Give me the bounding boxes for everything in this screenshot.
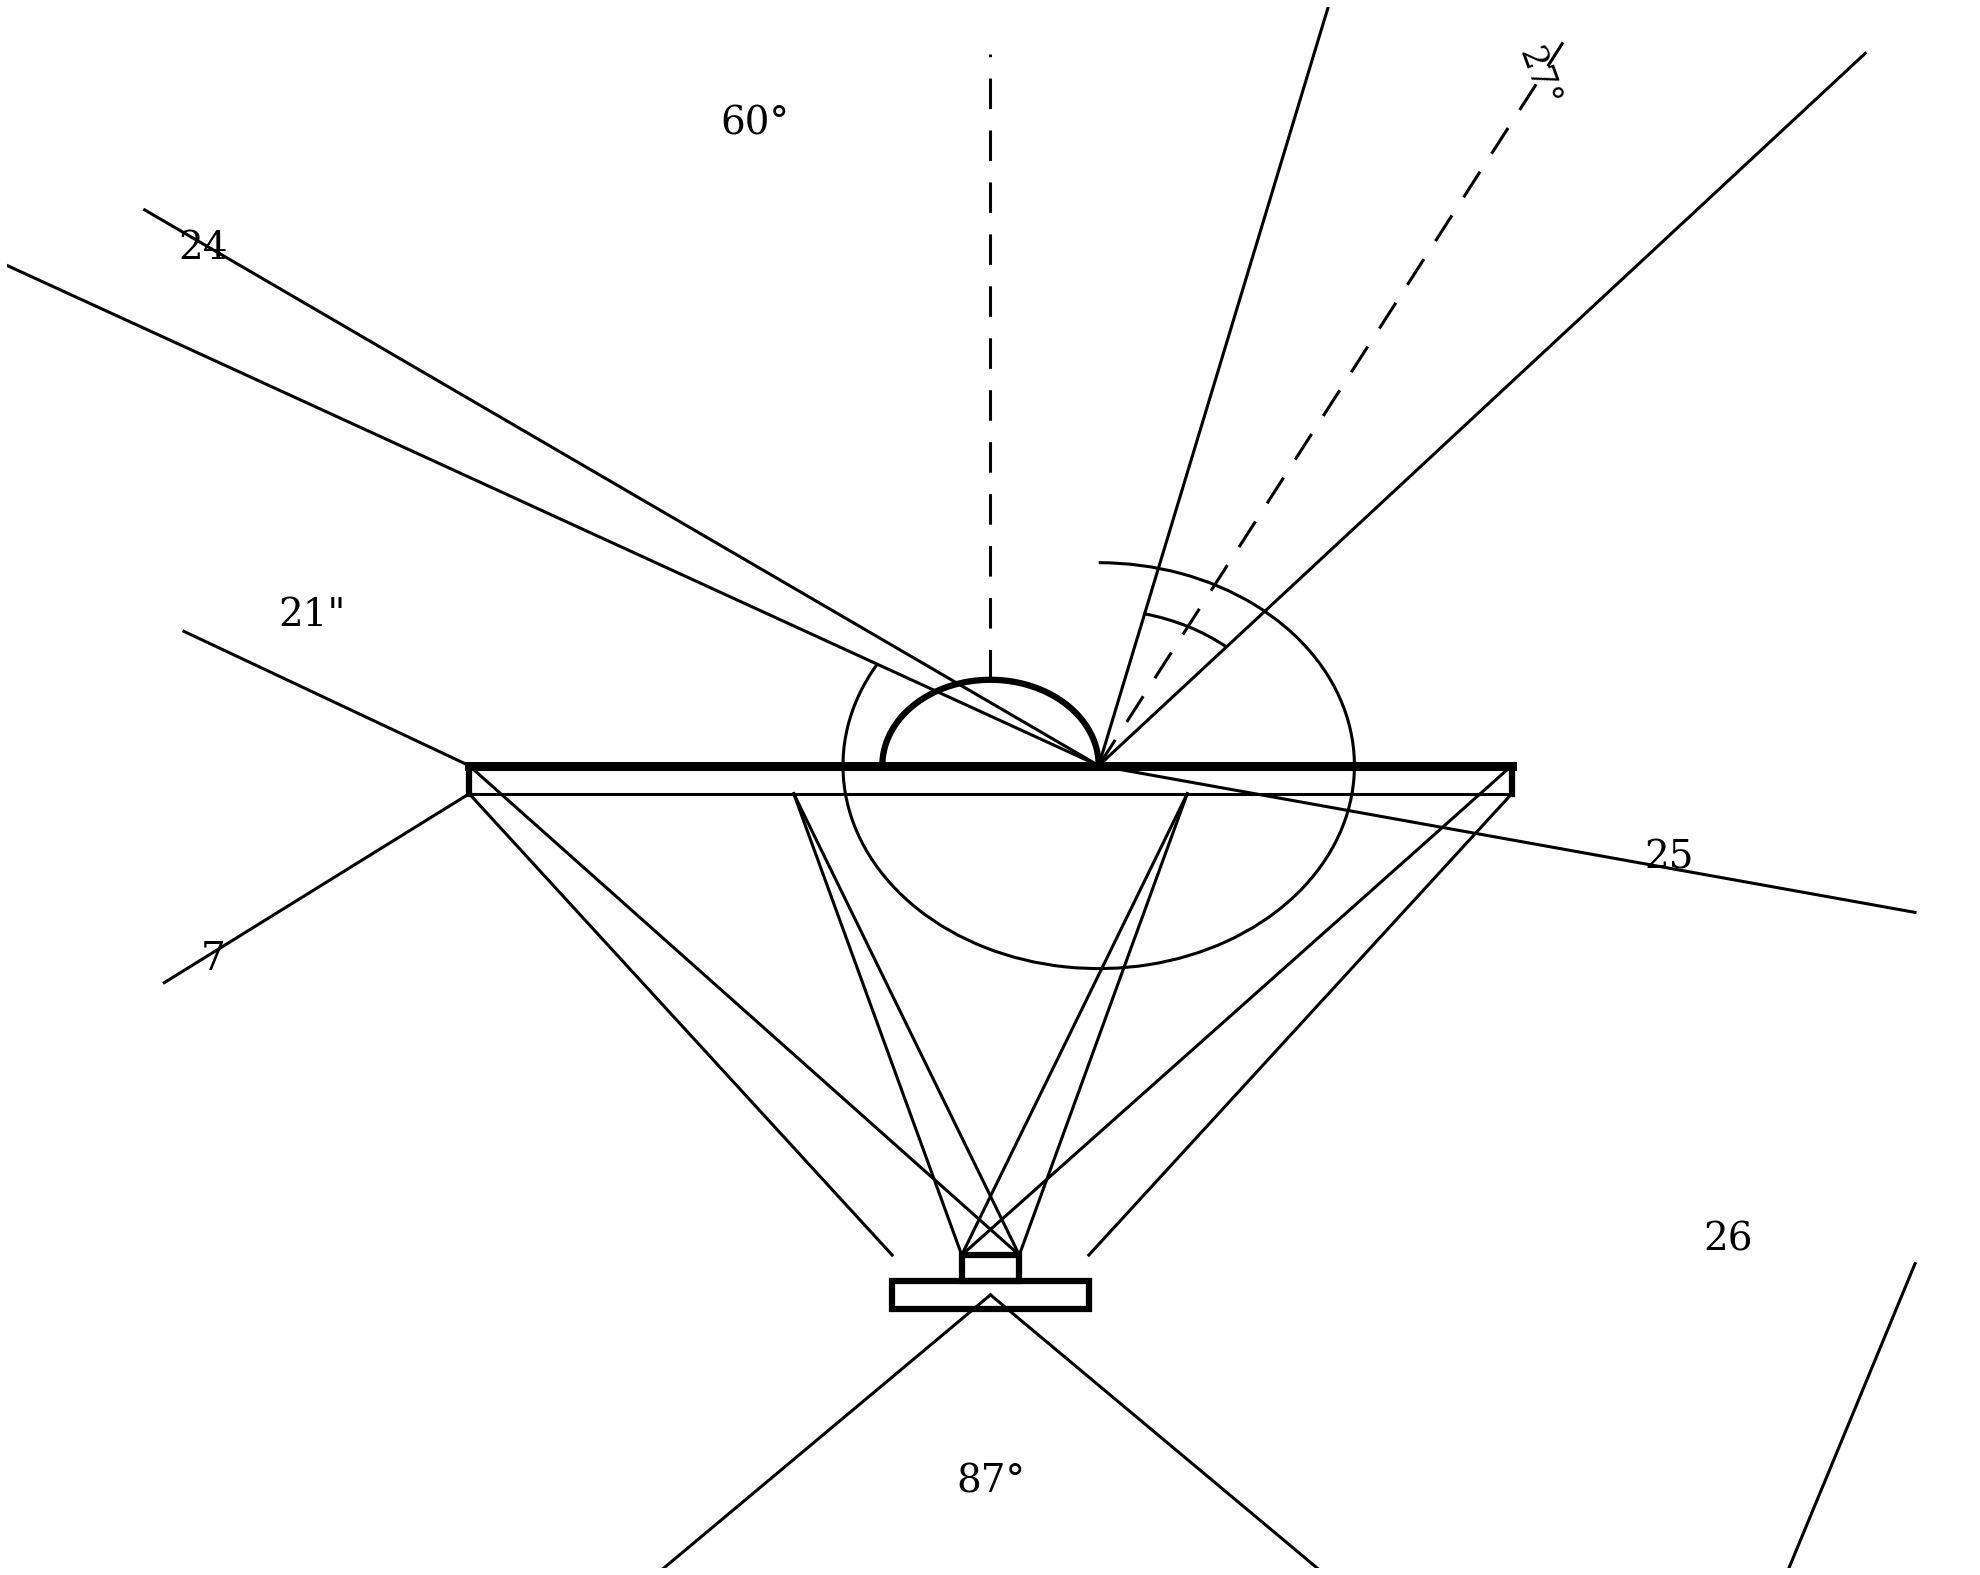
Bar [891, 1280, 1089, 1309]
Text: 24: 24 [178, 230, 228, 268]
Text: 26: 26 [1703, 1222, 1752, 1258]
Text: 21": 21" [277, 597, 345, 635]
Text: 87°: 87° [956, 1463, 1024, 1501]
Text: 7: 7 [202, 940, 226, 978]
Text: 60°: 60° [719, 106, 788, 142]
Text: 27°: 27° [1511, 43, 1564, 112]
Text: 25: 25 [1643, 839, 1693, 876]
Bar [960, 1255, 1020, 1280]
